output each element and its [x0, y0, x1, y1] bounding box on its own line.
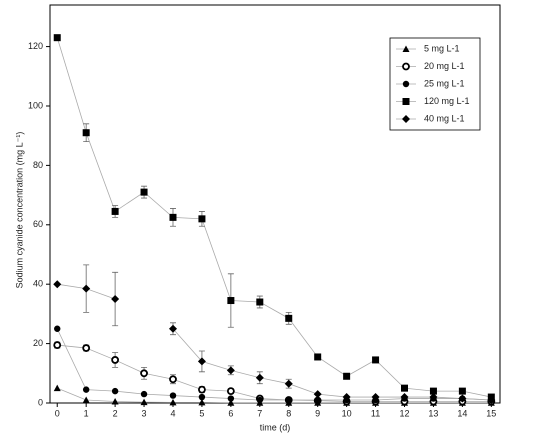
marker	[256, 298, 264, 306]
marker	[429, 393, 438, 402]
marker	[198, 215, 206, 223]
marker	[140, 188, 148, 196]
x-tick-label: 8	[286, 408, 291, 418]
marker	[285, 396, 292, 404]
marker	[284, 379, 293, 388]
marker	[227, 395, 235, 402]
marker	[314, 396, 321, 404]
marker	[54, 325, 61, 332]
legend-marker	[402, 62, 410, 71]
y-tick-label: 40	[33, 279, 43, 289]
y-tick-label: 20	[33, 338, 43, 348]
marker	[111, 387, 119, 395]
y-tick-label: 80	[33, 160, 43, 170]
marker	[226, 366, 235, 375]
marker	[82, 386, 90, 393]
marker	[82, 284, 91, 293]
marker	[82, 396, 90, 404]
marker	[198, 393, 206, 401]
legend-label: 40 mg L-1	[424, 113, 465, 123]
legend-marker	[402, 98, 410, 105]
marker	[140, 390, 148, 398]
series-line	[56, 37, 492, 398]
marker	[227, 297, 235, 305]
legend-label: 25 mg L-1	[424, 78, 465, 88]
x-tick-label: 15	[486, 408, 496, 418]
x-tick-label: 2	[113, 408, 118, 418]
marker	[140, 398, 148, 406]
legend-marker	[402, 45, 410, 52]
marker	[169, 392, 177, 399]
marker	[226, 387, 235, 396]
marker	[53, 280, 62, 289]
x-tick-label: 14	[457, 408, 467, 418]
x-tick-label: 4	[170, 408, 175, 418]
marker	[314, 353, 322, 361]
x-tick-label: 11	[371, 408, 380, 418]
marker	[400, 393, 409, 402]
marker	[371, 393, 380, 402]
x-tick-label: 0	[55, 408, 60, 418]
x-tick-label: 1	[84, 408, 89, 418]
marker	[82, 344, 91, 352]
legend-marker	[402, 80, 410, 88]
y-tick-label: 100	[28, 100, 43, 110]
marker	[111, 207, 119, 215]
legend-label: 120 mg L-1	[424, 96, 470, 106]
marker	[111, 356, 120, 364]
marker	[487, 396, 496, 405]
series-line	[57, 344, 492, 402]
marker	[227, 399, 235, 406]
y-tick-label: 120	[28, 41, 43, 51]
marker	[169, 213, 177, 221]
marker	[256, 396, 264, 404]
legend-label: 5 mg L-1	[424, 43, 460, 53]
series-line	[57, 387, 492, 404]
marker	[53, 384, 61, 392]
y-tick-label: 60	[33, 219, 43, 229]
marker	[197, 357, 206, 366]
y-axis-label: Sodium cyanide concentration (mg L⁻¹)	[14, 132, 24, 289]
y-tick-label: 0	[38, 397, 43, 407]
marker	[198, 385, 206, 394]
marker	[255, 373, 264, 382]
marker	[429, 387, 437, 395]
x-axis-label: time (d)	[260, 422, 291, 432]
x-tick-label: 6	[228, 408, 233, 418]
marker	[111, 398, 119, 405]
marker	[140, 369, 148, 378]
marker	[458, 387, 466, 395]
series-line	[56, 328, 492, 401]
marker	[342, 393, 351, 402]
marker	[169, 375, 177, 384]
x-tick-label: 7	[257, 408, 262, 418]
x-tick-label: 12	[399, 408, 409, 418]
marker	[53, 34, 61, 42]
x-tick-label: 10	[342, 408, 352, 418]
x-tick-label: 13	[428, 408, 438, 418]
marker	[168, 324, 177, 333]
legend-marker	[402, 115, 410, 123]
x-tick-label: 5	[199, 408, 204, 418]
marker	[111, 295, 120, 304]
legend-label: 20 mg L-1	[424, 61, 465, 71]
marker	[458, 394, 467, 403]
marker	[313, 390, 322, 399]
x-tick-label: 9	[315, 408, 320, 418]
marker	[169, 398, 177, 406]
marker	[343, 372, 351, 380]
series-line	[57, 283, 492, 401]
x-tick-label: 3	[142, 408, 147, 418]
marker	[285, 314, 293, 322]
marker	[401, 384, 409, 392]
marker	[198, 398, 206, 406]
marker	[82, 129, 90, 137]
marker	[372, 356, 380, 364]
marker	[53, 341, 62, 349]
